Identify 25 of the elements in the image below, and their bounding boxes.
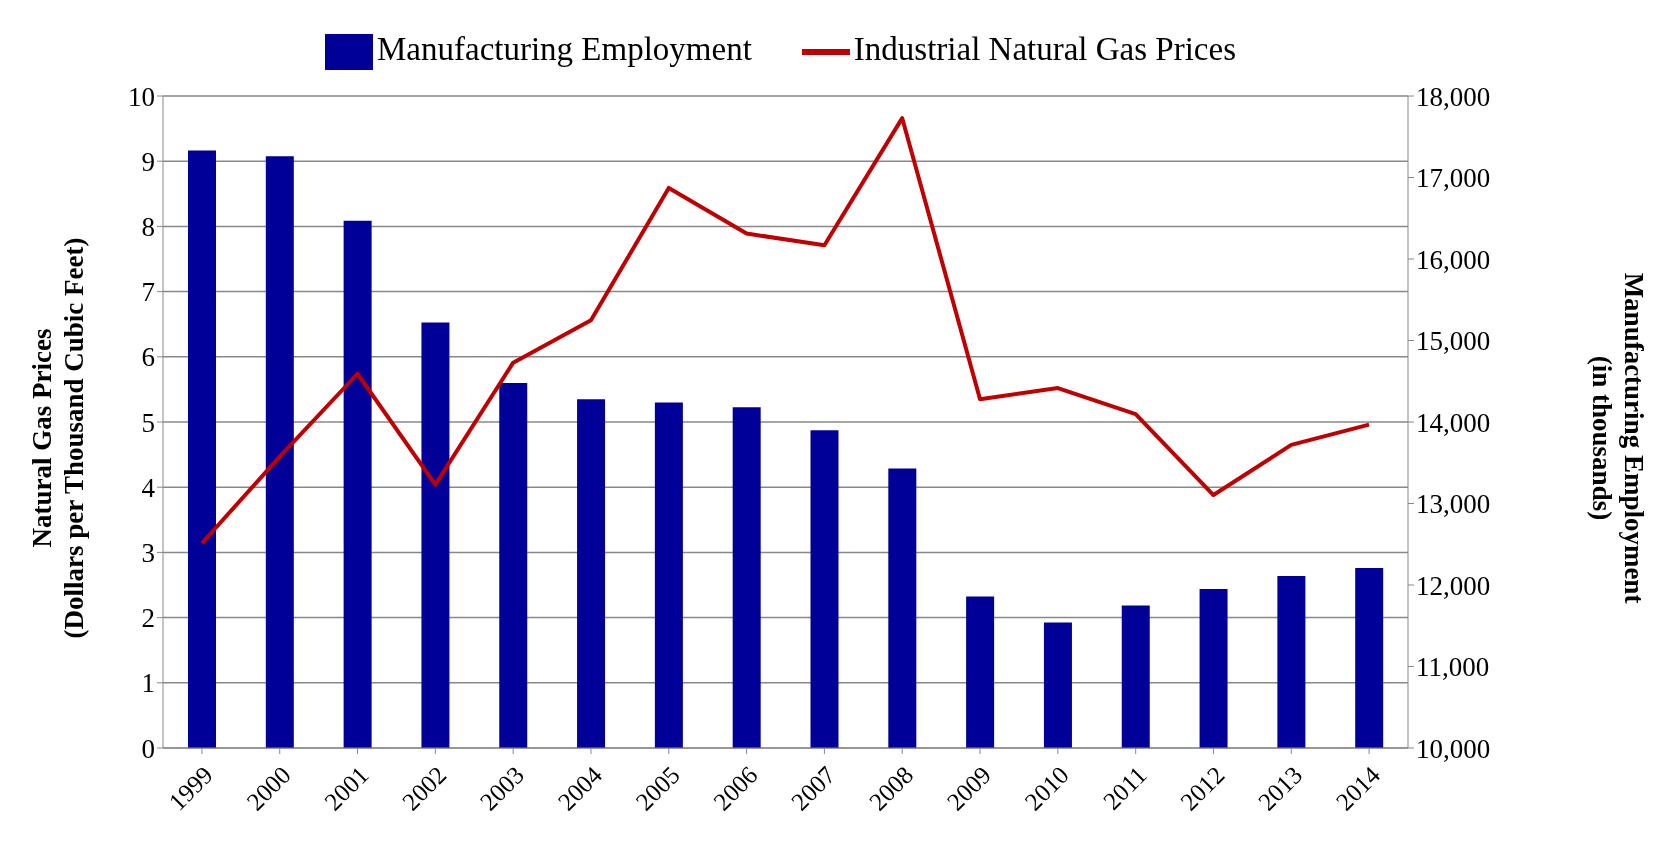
y-tick-label: 3: [141, 537, 155, 568]
y-tick-label: 6: [141, 342, 155, 373]
y-tick-label: 10: [128, 81, 155, 112]
y-tick-label: 5: [141, 407, 155, 438]
y-tick-label: 4: [141, 472, 156, 503]
y-tick-label: 9: [141, 146, 155, 177]
y2-tick-label: 17,000: [1416, 163, 1491, 194]
y2-tick-label: 15,000: [1416, 326, 1491, 357]
y-tick-label: 7: [141, 277, 155, 308]
y-tick-label: 8: [141, 211, 155, 242]
y2-tick-label: 18,000: [1416, 81, 1491, 112]
y2-tick-label: 14,000: [1416, 407, 1491, 438]
legend-label: Industrial Natural Gas Prices: [853, 30, 1236, 67]
line-series: [199, 116, 1372, 546]
y-axis-title: Natural Gas Prices (Dollars per Thousand Cubic Feet): [26, 237, 90, 639]
y-tick-label: 1: [141, 668, 155, 699]
y2-tick-label: 16,000: [1416, 244, 1491, 275]
y2-tick-label: 13,000: [1416, 489, 1491, 520]
y2-tick-label: 10,000: [1416, 733, 1491, 764]
y-tick-label: 2: [141, 603, 155, 634]
y2-tick-label: 11,000: [1416, 652, 1490, 683]
legend-label: Manufacturing Employment: [377, 30, 752, 67]
y-tick-label: 0: [141, 733, 155, 764]
y2-tick-label: 12,000: [1416, 570, 1491, 601]
y2-axis-title: Manufacturing Employment (in thousands): [1586, 272, 1650, 604]
